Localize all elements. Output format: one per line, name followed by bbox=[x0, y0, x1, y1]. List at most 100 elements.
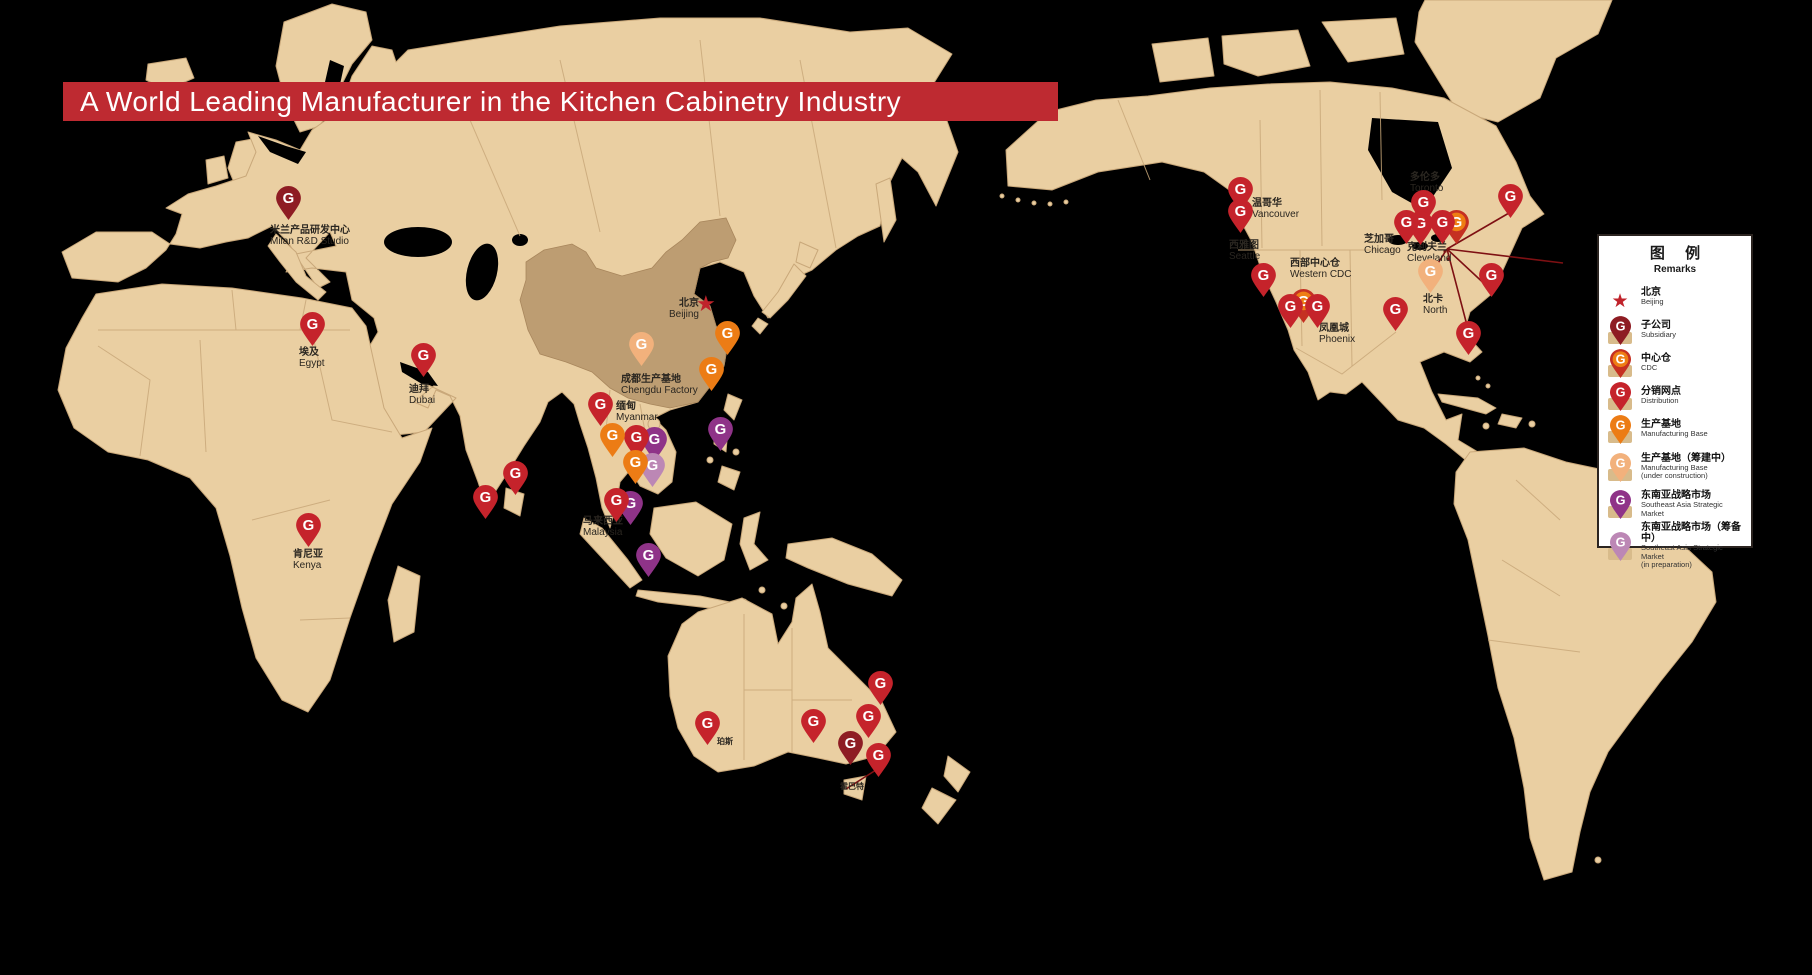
title-banner: A World Leading Manufacturer in the Kitc… bbox=[63, 82, 1058, 121]
pin-india-west[interactable]: G bbox=[472, 485, 498, 519]
map-label-dubai: 迪拜 Dubai bbox=[409, 384, 436, 406]
legend-label-en: Distribution bbox=[1641, 396, 1679, 406]
pin-china-east-1[interactable]: G bbox=[714, 321, 740, 355]
map-label-cleveland: 克利夫兰 Cleveland bbox=[1407, 242, 1452, 264]
svg-text:G: G bbox=[844, 735, 856, 752]
legend-item-sea-prep: G 东南亚战略市场（筹备中） Southeast Asia Strategic Ma… bbox=[1605, 522, 1745, 570]
caspian-sea bbox=[465, 243, 499, 301]
pin-vancouver-2[interactable]: G bbox=[1227, 199, 1253, 233]
pin-vancouver-1[interactable]: G bbox=[1227, 177, 1253, 211]
pin-cluster-1[interactable]: G bbox=[1393, 210, 1419, 244]
map-label-hobart: 霍巴特 bbox=[840, 782, 864, 791]
map-label-egypt: 埃及 Egypt bbox=[299, 347, 325, 369]
svg-text:G: G bbox=[1234, 181, 1246, 198]
pin-tasmania[interactable]: G bbox=[865, 743, 891, 777]
pin-florida[interactable]: G bbox=[1455, 321, 1481, 355]
map-label-malaysia: 马来西亚 Malaysia bbox=[583, 516, 623, 538]
legend-label-zh: 子公司 bbox=[1641, 320, 1671, 332]
svg-text:G: G bbox=[874, 675, 886, 692]
svg-text:G: G bbox=[302, 517, 314, 534]
legend-label-en: Southeast Asia Strategic Market bbox=[1641, 543, 1723, 561]
pin-phoenix-2[interactable]: G bbox=[1304, 294, 1330, 328]
map-label-beijing: 北京 Beijing bbox=[668, 298, 699, 320]
pin-perth[interactable]: G bbox=[694, 711, 720, 745]
map-label-western-cdc: 西部中心仓 Western CDC bbox=[1290, 258, 1352, 280]
pin-sri-lanka[interactable]: G bbox=[502, 461, 528, 495]
beijing-star-marker[interactable]: ★ bbox=[696, 291, 716, 316]
pin-thailand-dist[interactable]: G bbox=[623, 425, 649, 459]
pin-chengdu[interactable]: G bbox=[628, 332, 654, 366]
map-label-north-carolina: 北卡 North bbox=[1423, 294, 1448, 316]
legend-label-zh: 北京 bbox=[1641, 287, 1661, 299]
pin-texas[interactable]: G bbox=[1382, 297, 1408, 331]
svg-text:G: G bbox=[1400, 214, 1412, 231]
pin-kenya[interactable]: G bbox=[295, 513, 321, 547]
pin-myanmar[interactable]: G bbox=[587, 392, 613, 426]
cdc-pin-icon: G bbox=[1605, 348, 1635, 378]
pin-phoenix-1[interactable]: G bbox=[1277, 294, 1303, 328]
legend-label-zh: 生产基地 bbox=[1641, 419, 1681, 431]
pin-singapore[interactable]: G bbox=[635, 543, 661, 577]
manufacturing-pin-icon: G bbox=[1605, 414, 1635, 444]
legend-label-en2: (under construction) bbox=[1641, 471, 1708, 480]
pin-china-east-2[interactable]: G bbox=[698, 357, 724, 391]
baltic-sea bbox=[258, 136, 306, 164]
landmass-sri-lanka bbox=[503, 487, 525, 517]
pin-north-carolina[interactable]: G bbox=[1417, 259, 1443, 293]
pin-california[interactable]: G bbox=[1250, 263, 1276, 297]
pin-sydney[interactable]: G bbox=[867, 671, 893, 705]
legend-label-en: Southeast Asia Strategic Market bbox=[1641, 500, 1723, 518]
pin-philippines[interactable]: G bbox=[707, 417, 733, 451]
svg-text:G: G bbox=[594, 396, 606, 413]
landmass-new-guinea bbox=[785, 537, 903, 597]
subsidiary-pin-icon: G bbox=[1605, 315, 1635, 345]
landmass-cuba bbox=[1437, 393, 1497, 415]
svg-text:G: G bbox=[1615, 386, 1625, 400]
pin-melbourne[interactable]: G bbox=[837, 731, 863, 765]
pin-thailand-mfg[interactable]: G bbox=[599, 423, 625, 457]
svg-text:G: G bbox=[1615, 353, 1625, 367]
map-label-milan: 米兰产品研发中心 Milan R&D Studio bbox=[270, 225, 350, 247]
landmass-ireland bbox=[205, 155, 229, 185]
pin-malaysia-dist[interactable]: G bbox=[603, 488, 629, 522]
distribution-pin-icon: G bbox=[1605, 381, 1635, 411]
legend-label-zh: 生产基地（筹建中） bbox=[1641, 452, 1731, 464]
svg-text:G: G bbox=[282, 190, 294, 207]
svg-text:G: G bbox=[1615, 535, 1625, 549]
legend-item-cdc: G 中心仓 CDC bbox=[1605, 348, 1745, 378]
svg-text:G: G bbox=[1297, 293, 1309, 310]
pin-cluster-3[interactable]: G bbox=[1429, 210, 1455, 244]
map-label-phoenix: 凤凰城 Phoenix bbox=[1319, 323, 1356, 345]
svg-text:G: G bbox=[1615, 419, 1625, 433]
svg-text:G: G bbox=[1615, 320, 1625, 334]
pin-victoria-2[interactable]: G bbox=[855, 704, 881, 738]
pin-milan[interactable]: G bbox=[275, 186, 301, 220]
pin-toronto-top[interactable]: G bbox=[1410, 190, 1436, 224]
map-label-chengdu: 成都生产基地 Chengdu Factory bbox=[621, 374, 698, 396]
svg-text:G: G bbox=[1234, 203, 1246, 220]
landmass-greenland bbox=[1414, 0, 1613, 123]
pin-adelaide[interactable]: G bbox=[800, 709, 826, 743]
landmass-sakhalin bbox=[875, 177, 897, 243]
sea-market-pin-icon: G bbox=[1605, 489, 1635, 519]
legend-label-en: Beijing bbox=[1641, 297, 1664, 307]
svg-text:G: G bbox=[1462, 325, 1474, 342]
legend-label-en: Subsidiary bbox=[1641, 330, 1677, 340]
pin-east-coast[interactable]: G bbox=[1478, 263, 1504, 297]
svg-text:G: G bbox=[705, 361, 717, 378]
svg-text:G: G bbox=[862, 708, 874, 725]
landmass-japan bbox=[795, 241, 819, 269]
svg-text:G: G bbox=[1417, 194, 1429, 211]
pin-dubai[interactable]: G bbox=[410, 343, 436, 377]
svg-text:G: G bbox=[1389, 301, 1401, 318]
pin-vietnam-mfg[interactable]: G bbox=[622, 450, 648, 484]
pin-northeast[interactable]: G bbox=[1497, 184, 1523, 218]
svg-text:G: G bbox=[648, 431, 660, 448]
landmass-sumatra bbox=[579, 517, 643, 589]
pin-egypt[interactable]: G bbox=[299, 312, 325, 346]
svg-text:G: G bbox=[1257, 267, 1269, 284]
landmass-italy bbox=[267, 233, 327, 301]
svg-text:G: G bbox=[610, 492, 622, 509]
